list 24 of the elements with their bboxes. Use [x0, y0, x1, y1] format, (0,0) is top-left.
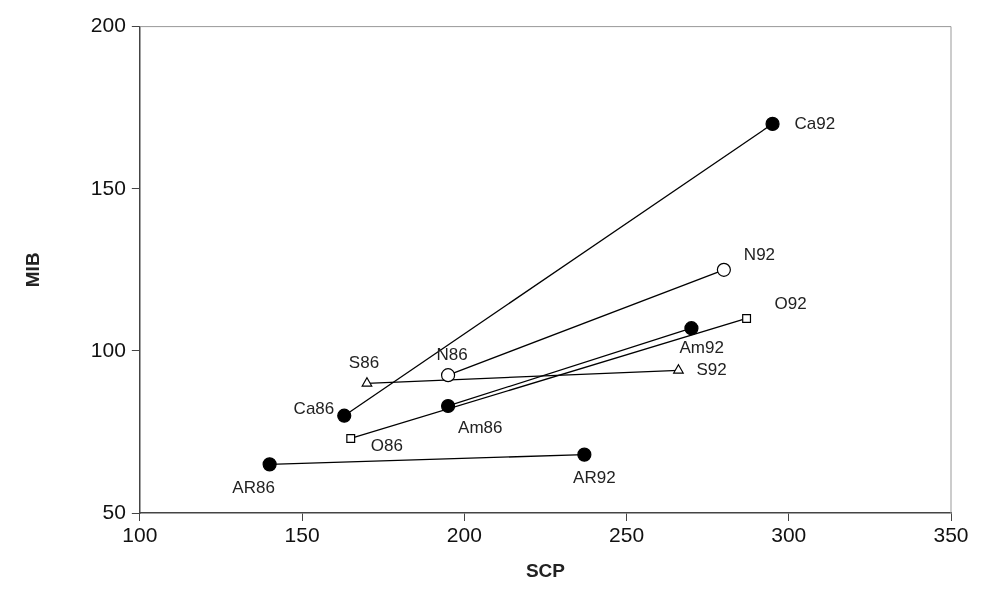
- annotation: N92: [743, 245, 776, 265]
- x-tick-label: 350: [933, 523, 969, 547]
- annotation: Am92: [679, 337, 724, 357]
- x-tick-label: 300: [771, 523, 807, 547]
- y-tick-label: 200: [90, 13, 126, 37]
- annotation: O92: [774, 294, 807, 314]
- annotation: N86: [436, 344, 468, 364]
- annotation: Am86: [458, 417, 503, 437]
- x-tick-label: 200: [446, 523, 482, 547]
- y-tick-label: 100: [90, 337, 126, 361]
- y-tick-label: 50: [102, 499, 126, 523]
- annotation: O86: [370, 436, 403, 456]
- y-axis-title: MIB: [21, 252, 43, 288]
- annotation: AR92: [573, 468, 616, 488]
- annotation: Ca86: [293, 399, 335, 419]
- annotation: S92: [696, 360, 727, 380]
- annotation: Ca92: [794, 113, 836, 133]
- annotation: S86: [348, 352, 380, 372]
- x-tick-label: 100: [122, 523, 158, 547]
- x-tick-label: 250: [609, 523, 645, 547]
- y-tick-label: 150: [90, 175, 126, 199]
- x-axis-title: SCP: [525, 559, 566, 581]
- annotation: AR86: [232, 478, 275, 498]
- x-tick-label: 150: [284, 523, 320, 547]
